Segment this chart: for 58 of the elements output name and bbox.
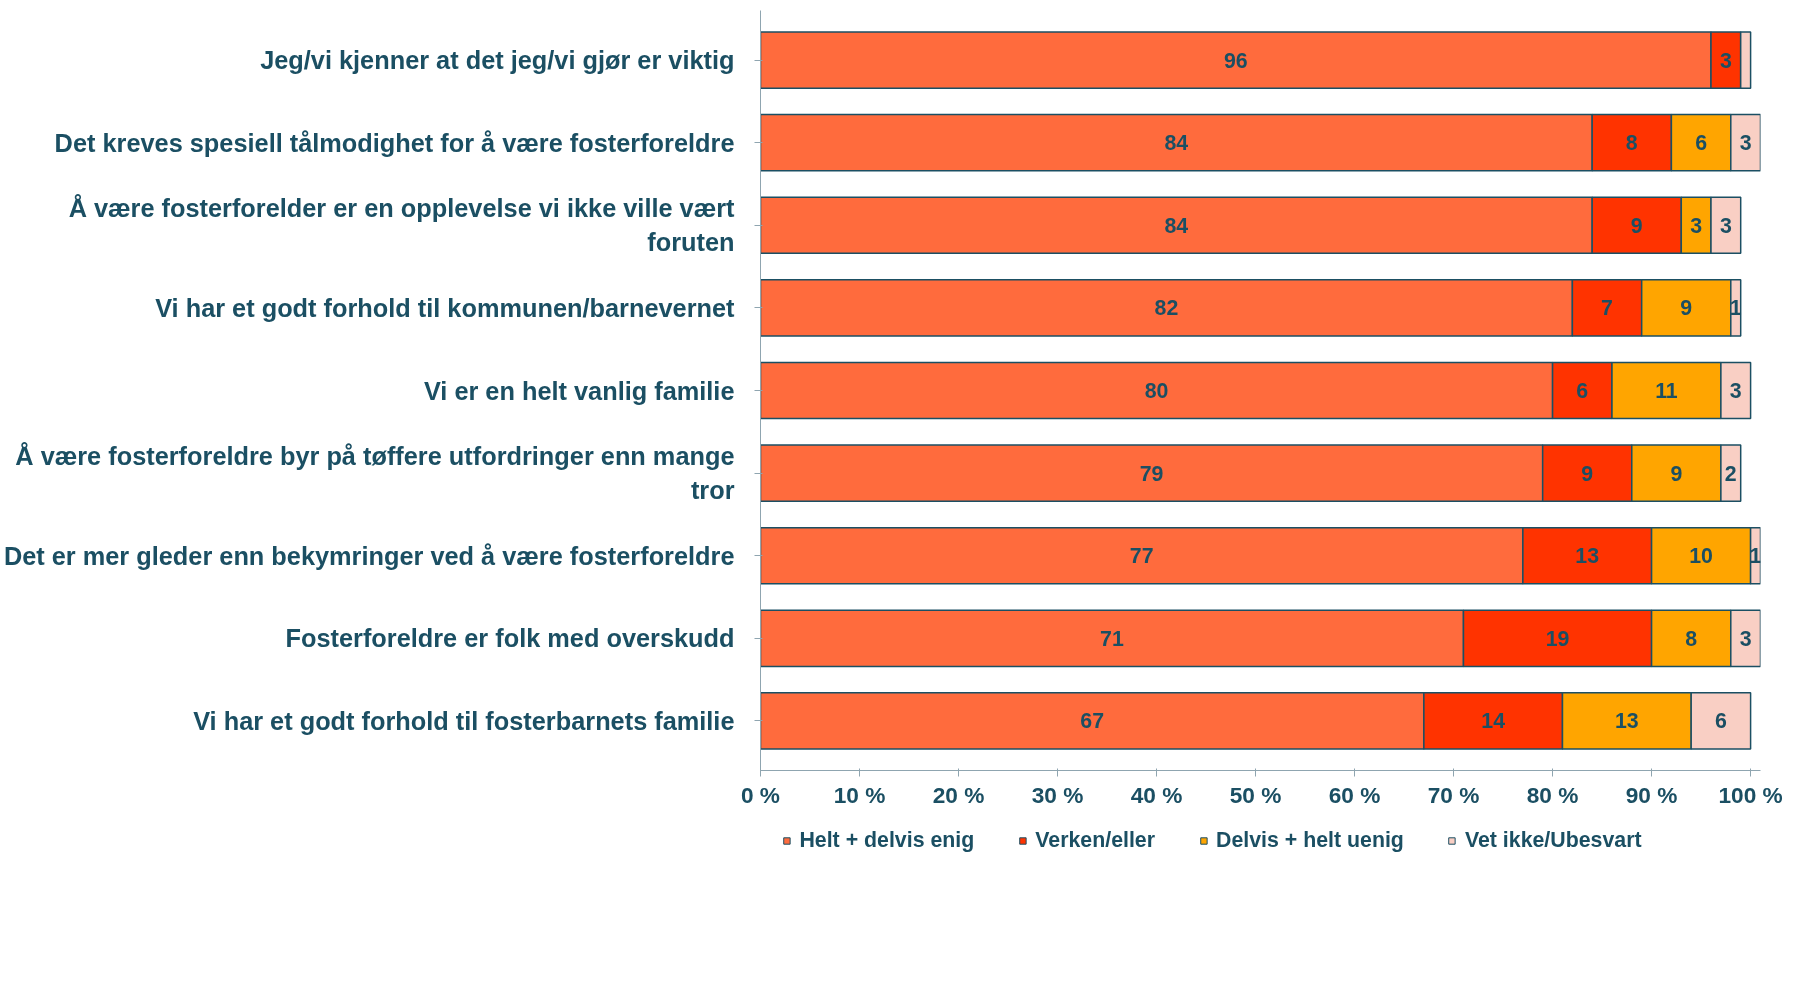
data-label: 6 xyxy=(1576,379,1589,403)
x-tick-label: 60 % xyxy=(1328,781,1381,808)
data-label: 96 xyxy=(1223,48,1248,73)
data-label: 7 xyxy=(1601,296,1613,321)
x-tick-label: 0 % xyxy=(740,781,781,808)
x-tick-label: 20 % xyxy=(932,781,985,808)
data-label: 13 xyxy=(1614,709,1639,734)
x-tick-label: 100 % xyxy=(1718,781,1783,808)
data-label: 71 xyxy=(1100,626,1124,651)
data-label: 10 xyxy=(1689,544,1713,569)
data-label: 19 xyxy=(1545,626,1570,651)
data-label: 9 xyxy=(1670,461,1683,486)
x-tick-label: 90 % xyxy=(1625,781,1678,808)
data-label: 6 xyxy=(1695,131,1708,156)
y-tick-label: Vi er en helt vanlig familie xyxy=(423,376,735,405)
legend-label: Vet ikke/Ubesvart xyxy=(1464,827,1642,853)
data-label: 3 xyxy=(1739,626,1752,651)
data-label: 6 xyxy=(1714,709,1727,734)
data-label: 84 xyxy=(1164,131,1189,156)
data-label: 9 xyxy=(1630,213,1643,238)
legend-label: Delvis + helt uenig xyxy=(1216,827,1404,853)
y-tick-label: Å være fosterforeldre byr på tøffere utfordringer enn mange tror xyxy=(15,442,735,504)
data-label: 2 xyxy=(1724,461,1737,486)
legend-label: Verken/eller xyxy=(1035,827,1156,853)
data-label: 77 xyxy=(1129,544,1154,569)
data-label: 3 xyxy=(1729,379,1742,403)
data-label: 82 xyxy=(1154,296,1179,321)
y-tick-label: Vi har et godt forhold til fosterbarnets familie xyxy=(193,706,735,735)
data-label: 3 xyxy=(1719,48,1732,73)
data-label: 9 xyxy=(1680,296,1693,321)
y-tick-label: Vi har et godt forhold til kommunen/barnevernet xyxy=(155,293,736,322)
data-label: 80 xyxy=(1144,379,1169,403)
y-tick-label: Å være fosterforelder er en opplevelse vi ikke ville vært foruten xyxy=(68,194,736,257)
data-label: 84 xyxy=(1164,213,1189,238)
data-label: 79 xyxy=(1139,461,1164,486)
data-label: 11 xyxy=(1655,379,1678,403)
x-tick-label: 10 % xyxy=(833,781,886,808)
data-label: 14 xyxy=(1481,709,1506,734)
y-tick-label: Fosterforeldre er folk med overskudd xyxy=(285,624,735,653)
data-label: 1 xyxy=(1729,296,1742,321)
data-label: 3 xyxy=(1739,131,1752,156)
x-tick-label: 40 % xyxy=(1130,781,1183,808)
data-label: 9 xyxy=(1581,461,1594,486)
data-label: 13 xyxy=(1575,544,1600,569)
x-tick-label: 80 % xyxy=(1526,781,1579,808)
data-label: 3 xyxy=(1719,213,1732,238)
data-label: 8 xyxy=(1685,626,1698,651)
data-label: 3 xyxy=(1690,213,1703,238)
y-tick-label: Det er mer gleder enn bekymringer ved å være fosterforeldre xyxy=(3,541,735,570)
x-tick-label: 50 % xyxy=(1229,781,1282,808)
x-tick-label: 70 % xyxy=(1427,781,1480,808)
data-label: 67 xyxy=(1080,709,1105,734)
data-label: 8 xyxy=(1625,131,1638,156)
legend-label: Helt + delvis enig xyxy=(799,827,975,853)
data-label: 1 xyxy=(1749,544,1762,569)
x-tick-label: 30 % xyxy=(1031,781,1084,808)
y-tick-label: Jeg/vi kjenner at det jeg/vi gjør er viktig xyxy=(260,46,735,75)
y-tick-label: Det kreves spesiell tålmodighet for å være fosterforeldre xyxy=(54,128,735,157)
